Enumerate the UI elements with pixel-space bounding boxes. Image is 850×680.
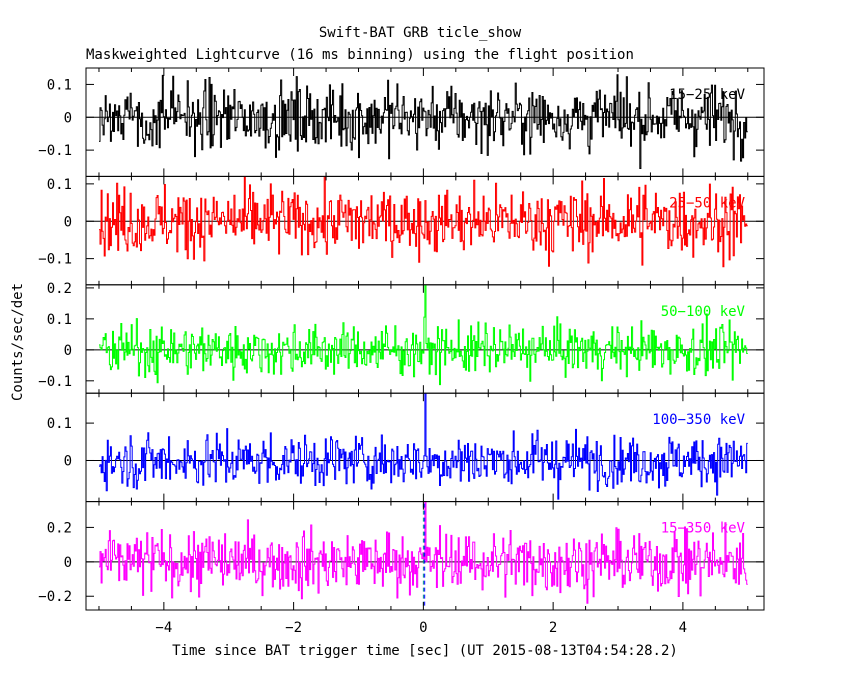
x-tick-label: −4 (155, 620, 172, 636)
y-tick-label: 0 (64, 110, 72, 126)
y-tick-label: 0.1 (47, 77, 72, 93)
y-tick-label: 0.1 (47, 416, 72, 432)
band-label: 25−50 keV (669, 195, 745, 211)
y-tick-label: −0.2 (38, 589, 72, 605)
y-tick-label: 0.2 (47, 520, 72, 536)
band-label: 15−25 keV (669, 87, 745, 103)
y-tick-label: −0.1 (38, 252, 72, 268)
x-axis-label: Time since BAT trigger time [sec] (UT 20… (172, 643, 678, 659)
y-tick-label: 0.1 (47, 312, 72, 328)
band-label: 15−350 keV (661, 521, 746, 537)
x-tick-label: 4 (679, 620, 687, 636)
y-tick-label: 0 (64, 453, 72, 469)
lightcurve-series-2 (99, 284, 748, 386)
y-tick-label: 0 (64, 214, 72, 230)
lightcurve-series-0 (99, 74, 748, 169)
chart-subtitle: Maskweighted Lightcurve (16 ms binning) … (86, 47, 634, 63)
x-tick-label: 0 (419, 620, 427, 636)
lightcurve-series-3 (99, 393, 748, 500)
panel-frame (85, 501, 765, 611)
lightcurve-series-1 (99, 176, 748, 268)
y-tick-label: 0.1 (47, 177, 72, 193)
band-label: 100−350 keV (652, 412, 745, 428)
y-tick-label: −0.1 (38, 143, 72, 159)
x-tick-label: −2 (285, 620, 302, 636)
band-label: 50−100 keV (661, 304, 746, 320)
y-tick-label: 0 (64, 343, 72, 359)
y-tick-label: −0.1 (38, 374, 72, 390)
y-axis-label: Counts/sec/det (10, 283, 26, 401)
x-tick-label: 2 (549, 620, 557, 636)
panels-group: 0.1 0 −0.1 15−25 keV 0.1 0 −0.1 25−50 keV 0.2 0.1… (38, 67, 765, 636)
y-tick-label: 0 (64, 555, 72, 571)
chart-title: Swift-BAT GRB ticle_show (319, 25, 522, 41)
y-tick-label: 0.2 (47, 281, 72, 297)
